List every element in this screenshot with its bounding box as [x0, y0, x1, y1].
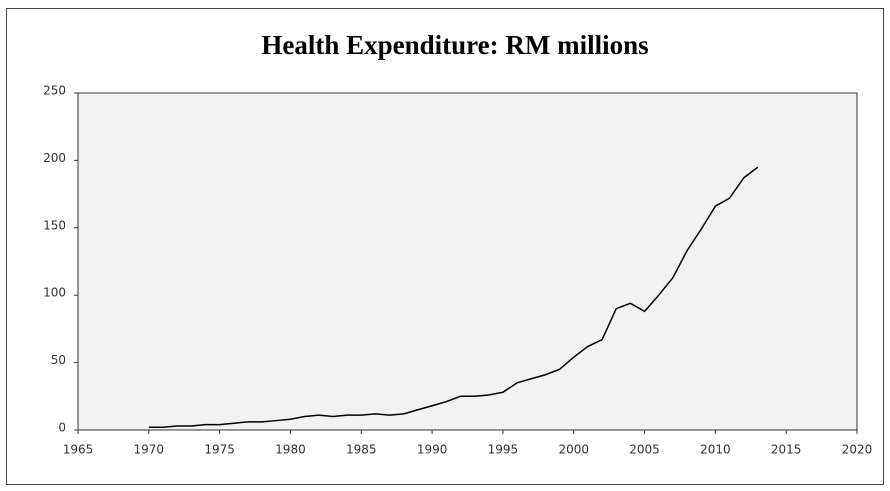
x-tick-label: 2000: [558, 443, 589, 457]
x-tick-label: 1970: [134, 443, 165, 457]
x-tick-label: 1990: [417, 443, 448, 457]
y-tick-label: 250: [43, 84, 66, 98]
x-tick-label: 1980: [275, 443, 306, 457]
x-tick-label: 1965: [63, 443, 94, 457]
x-tick-label: 2020: [842, 443, 873, 457]
data-line: [148, 166, 759, 429]
chart-title: Health Expenditure: RM millions: [261, 30, 648, 60]
x-tick-label: 2005: [629, 443, 660, 457]
plot-area: [77, 92, 858, 431]
x-tick-label: 2010: [700, 443, 731, 457]
x-tick-label: 1995: [488, 443, 519, 457]
x-tick-label: 1985: [346, 443, 377, 457]
x-tick-label: 1975: [204, 443, 235, 457]
y-tick-label: 100: [43, 286, 66, 300]
y-tick-label: 0: [58, 421, 66, 435]
y-tick-label: 50: [51, 353, 66, 367]
y-tick-label: 200: [43, 151, 66, 165]
y-tick-label: 150: [43, 218, 66, 232]
x-tick-label: 2015: [771, 443, 802, 457]
